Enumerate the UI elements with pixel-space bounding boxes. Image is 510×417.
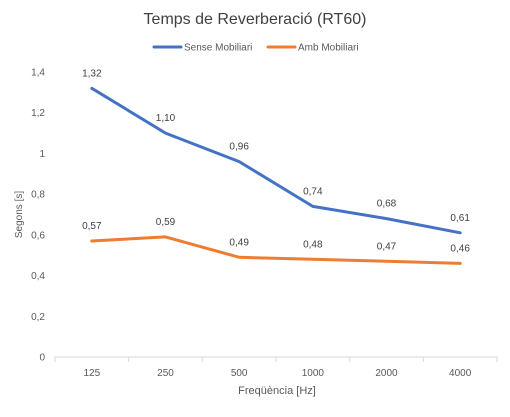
series-lines (90, 86, 462, 265)
x-tick-label: 4000 (449, 368, 472, 379)
data-label: 0,68 (377, 199, 397, 210)
data-label: 0,74 (303, 186, 323, 197)
y-tick-label: 1 (39, 149, 45, 160)
x-axis-ticks (54, 357, 498, 362)
chart-title: Temps de Reverberació (RT60) (144, 11, 367, 28)
legend-label-1: Sense Mobiliari (184, 43, 252, 54)
data-labels: 1,32 1,10 0,96 0,74 0,68 0,61 0,57 0,59 0,49 0,48… (82, 68, 470, 254)
series-line-2 (90, 235, 462, 265)
y-tick-label: 0,6 (31, 230, 45, 241)
y-tick-label: 1,4 (31, 68, 45, 79)
y-tick-label: 0,2 (31, 312, 45, 323)
y-tick-label: 0 (39, 353, 45, 364)
x-tick-label: 500 (231, 368, 248, 379)
y-axis-title: Segons [s] (14, 191, 25, 238)
x-axis-title: Freqüència [Hz] (238, 385, 316, 397)
series-line-1 (90, 86, 462, 235)
x-tick-label: 250 (157, 368, 174, 379)
legend: Sense Mobiliari Amb Mobiliari (152, 43, 359, 54)
x-tick-label: 1000 (302, 368, 325, 379)
x-axis-tick-labels: 125 250 500 1000 2000 4000 (83, 368, 471, 379)
x-tick-label: 125 (83, 368, 100, 379)
data-label: 0,47 (377, 241, 397, 252)
data-label: 0,49 (229, 237, 249, 248)
y-tick-label: 0,8 (31, 190, 45, 201)
data-label: 1,10 (156, 113, 176, 124)
data-label: 0,61 (450, 213, 470, 224)
y-tick-label: 0,4 (31, 271, 45, 282)
data-label: 0,57 (82, 221, 102, 232)
data-label: 0,59 (156, 217, 176, 228)
y-tick-label: 1,2 (31, 108, 45, 119)
data-label: 0,48 (303, 239, 323, 250)
data-label: 0,46 (450, 243, 470, 254)
legend-label-2: Amb Mobiliari (298, 43, 359, 54)
x-tick-label: 2000 (375, 368, 398, 379)
data-label: 1,32 (82, 68, 102, 79)
y-axis-tick-labels: 0 0,2 0,4 0,6 0,8 1 1,2 1,4 (31, 68, 45, 364)
data-label: 0,96 (229, 142, 249, 153)
